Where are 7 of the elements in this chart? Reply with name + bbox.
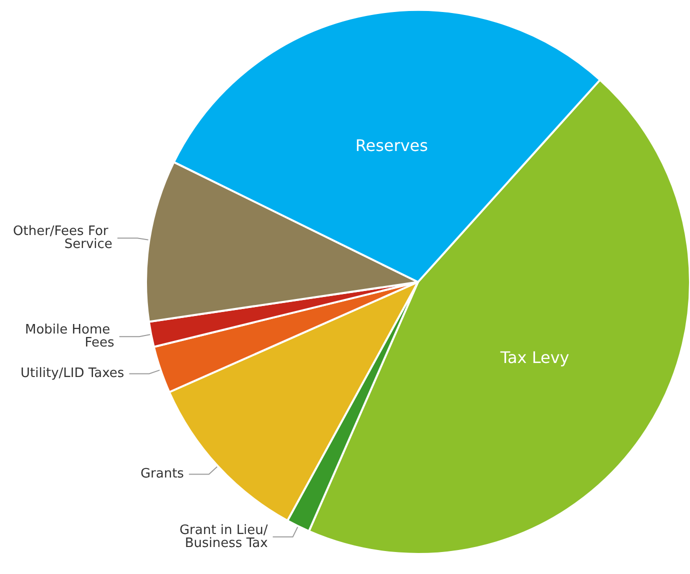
slice-label: Other/Fees For Service — [13, 224, 112, 252]
slice-label: Grants — [140, 466, 184, 482]
slice-label: Tax Levy — [499, 348, 570, 367]
slice-label: Utility/LID Taxes — [20, 366, 124, 382]
slice-label: Grant in Lieu/Business Tax — [179, 522, 268, 551]
slice-label: Reserves — [355, 136, 428, 156]
slice-label: Mobile Home Fees — [25, 322, 115, 351]
